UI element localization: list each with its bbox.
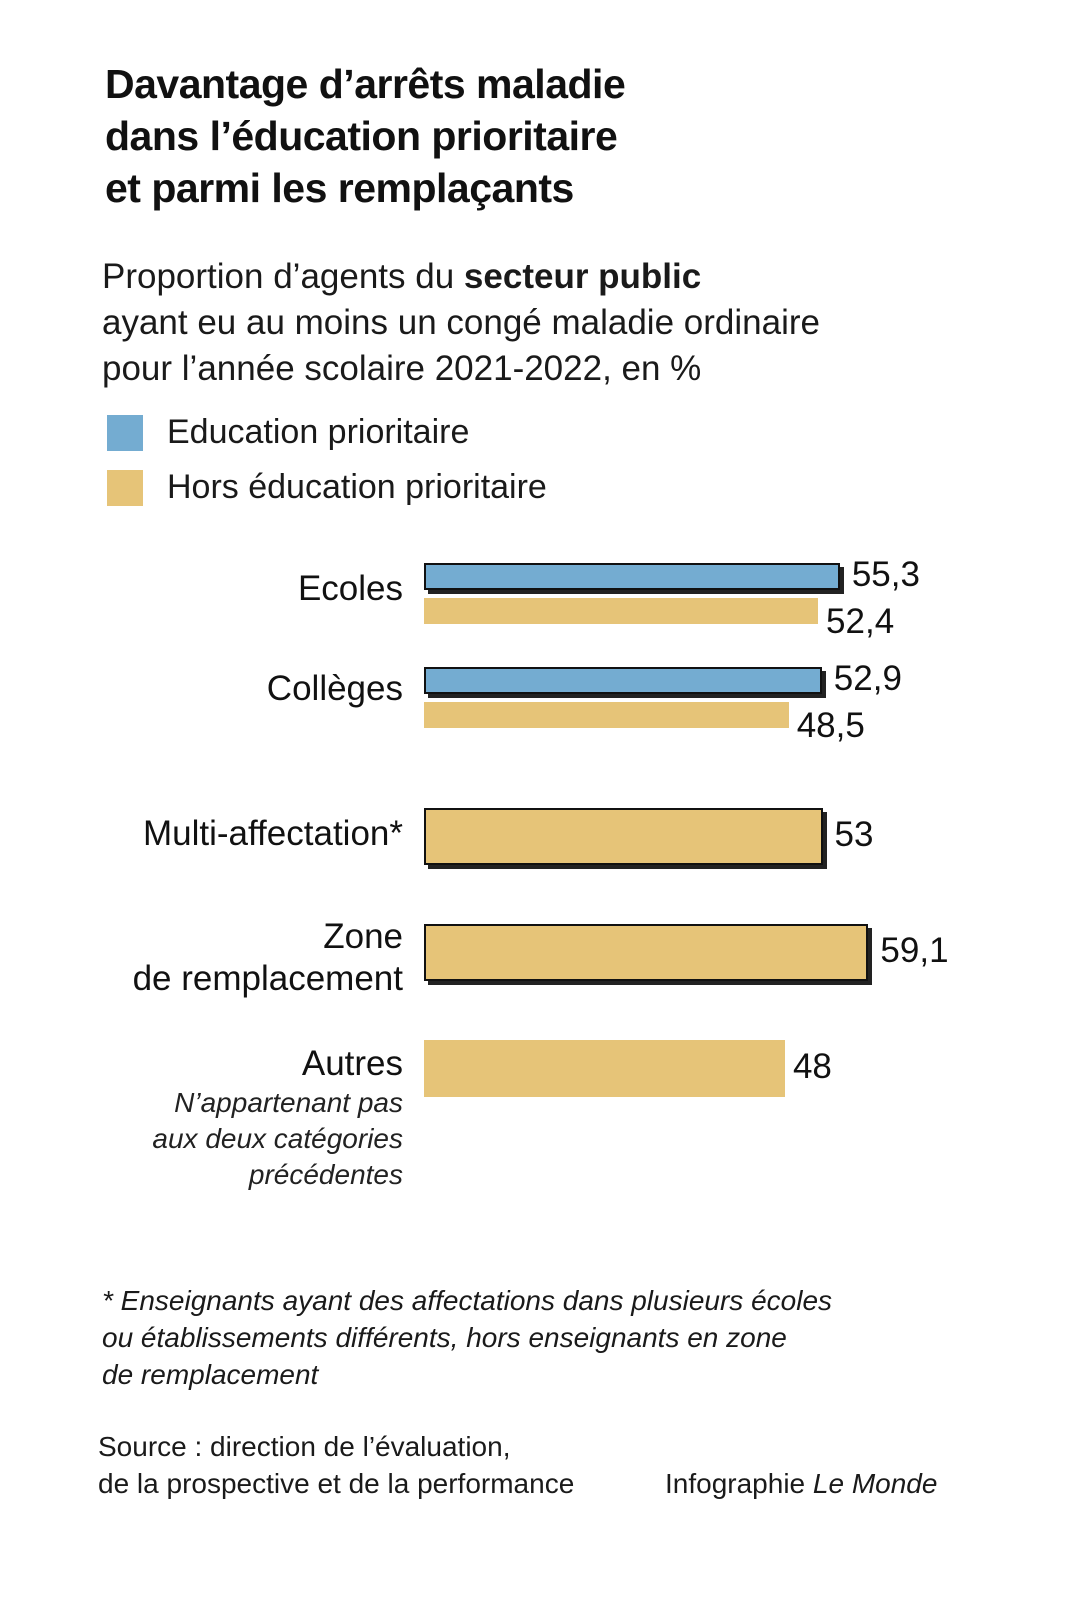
credit-publication: Le Monde — [812, 1468, 938, 1499]
bar — [424, 598, 819, 624]
data-label: 53 — [834, 814, 874, 854]
subtitle-line-1: Proportion d’agents du secteur public — [102, 254, 1002, 300]
data-label: 48,5 — [796, 706, 865, 745]
subtitle-prefix: Proportion d’agents du — [102, 257, 464, 296]
footnote: * Enseignants ayant des affectations dan… — [102, 1282, 1002, 1393]
category-label-line: Ecoles — [297, 569, 403, 608]
chart-title: Davantage d’arrêts maladie dans l’éducat… — [105, 58, 1005, 214]
footnote-line-1: * Enseignants ayant des affectations dan… — [102, 1285, 833, 1316]
legend-item-prioritaire: Education prioritaire — [107, 412, 807, 452]
category-label: Autres — [0, 1043, 403, 1085]
legend-label-hors-prioritaire: Hors éducation prioritaire — [167, 468, 547, 506]
credit: Infographie Le Monde — [665, 1465, 937, 1502]
category-label-line: Autres — [301, 1044, 403, 1083]
source-line-2: de la prospective et de la performance — [98, 1468, 575, 1499]
legend-item-hors-prioritaire: Hors éducation prioritaire — [107, 467, 807, 507]
footnote-line-3: de remplacement — [102, 1359, 319, 1390]
category-note: N’appartenant pas aux deux catégories préc… — [0, 1085, 403, 1193]
data-label: 55,3 — [851, 555, 920, 594]
bar — [424, 667, 822, 694]
legend-swatch-blue — [107, 415, 143, 451]
bar — [424, 1040, 785, 1097]
category-label-line: Multi-affectation* — [142, 814, 403, 853]
data-label: 48 — [792, 1046, 832, 1086]
category-note-line: précédentes — [248, 1159, 403, 1190]
subtitle-line-2: ayant eu au moins un congé maladie ordin… — [102, 303, 820, 342]
category-label: Ecoles — [0, 568, 403, 610]
chart-subtitle: Proportion d’agents du secteur public ay… — [102, 254, 1002, 392]
source: Source : direction de l’évaluation, de l… — [98, 1428, 574, 1502]
category-note-line: N’appartenant pas — [174, 1087, 403, 1118]
bar — [424, 702, 789, 728]
bar — [424, 924, 869, 981]
subtitle-bold: secteur public — [463, 257, 702, 296]
category-label: Zone de remplacement — [0, 916, 403, 1000]
category-note-line: aux deux catégories — [152, 1123, 403, 1154]
source-line-1: Source : direction de l’évaluation, — [98, 1431, 511, 1462]
legend-label-prioritaire: Education prioritaire — [167, 413, 470, 451]
bar — [424, 808, 823, 865]
title-line-1: Davantage d’arrêts maladie — [105, 61, 626, 107]
title-line-2: dans l’éducation prioritaire — [105, 113, 618, 159]
credit-prefix: Infographie — [665, 1468, 813, 1499]
data-label: 59,1 — [880, 930, 949, 970]
legend-swatch-yellow — [107, 470, 143, 506]
data-label: 52,4 — [826, 602, 895, 641]
category-label: Collèges — [0, 668, 403, 710]
data-label: 52,9 — [833, 659, 902, 698]
category-label: Multi-affectation* — [0, 813, 403, 855]
category-label-line: Collèges — [266, 669, 403, 708]
subtitle-line-3: pour l’année scolaire 2021-2022, en % — [102, 349, 702, 388]
footnote-line-2: ou établissements différents, hors ensei… — [102, 1322, 787, 1353]
category-label-line: Zone — [323, 917, 403, 956]
title-line-3: et parmi les remplaçants — [105, 165, 574, 211]
bar — [424, 563, 840, 590]
category-label-line: de remplacement — [132, 959, 403, 998]
